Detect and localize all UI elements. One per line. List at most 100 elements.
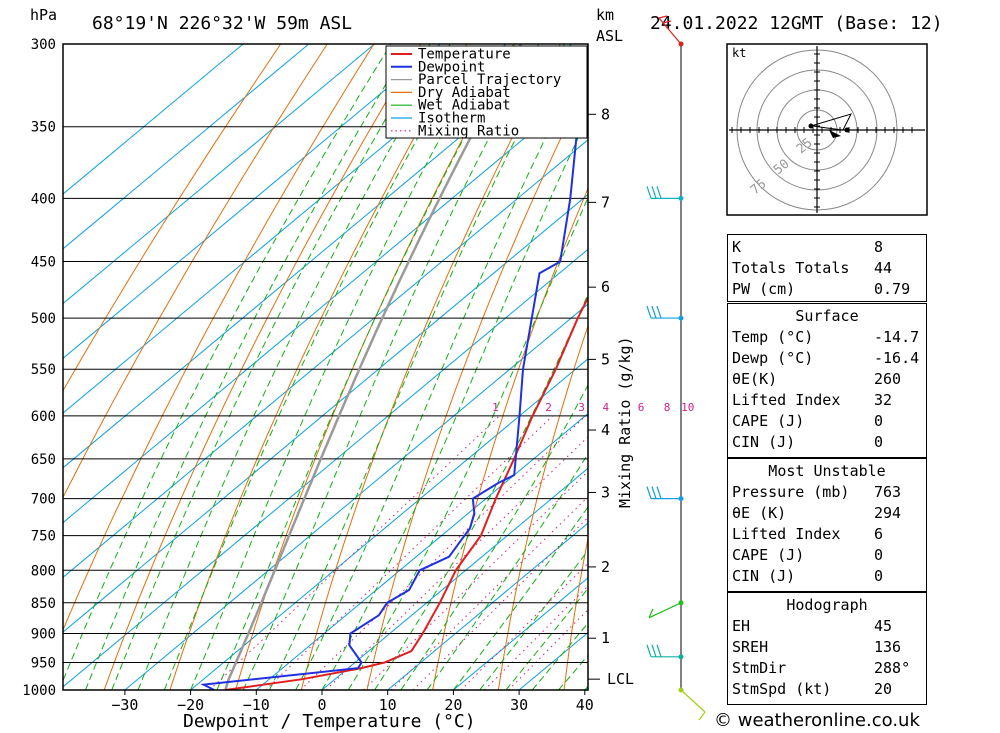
- dewpoint-line: [200, 57, 588, 690]
- mixing-ratio-label: 8: [664, 401, 671, 414]
- asl-label: ASL: [596, 27, 623, 45]
- barb-segment: [646, 186, 681, 199]
- x-tick-label: −10: [243, 696, 270, 714]
- pressure-tick-label: 400: [31, 191, 56, 207]
- index-pw-label: PW (cm): [732, 280, 796, 298]
- legend-entry: Isotherm: [418, 111, 485, 127]
- mixing-ratio-line: [363, 470, 588, 690]
- profiles: [200, 44, 588, 690]
- x-tick-label: 40: [576, 696, 594, 714]
- mixing-ratio-line: [300, 415, 586, 690]
- km-tick-label: 2: [601, 558, 610, 576]
- surface-title: Surface: [795, 307, 859, 325]
- km-tick-label: 6: [601, 278, 610, 296]
- wet-adiabat-line: [85, 44, 411, 690]
- mu-pressure-label: Pressure (mb): [732, 483, 850, 501]
- mixing-ratio-line: [209, 415, 500, 690]
- x-tick-label: −20: [177, 696, 204, 714]
- wet-adiabat-line: [216, 44, 516, 690]
- barb-segment: [646, 305, 681, 319]
- mixing-ratio-line: [265, 415, 553, 690]
- surface-dewp-label: Dewp (°C): [732, 349, 814, 367]
- mu-thetae-label: θE (K): [732, 504, 787, 522]
- dry-adiabat-line: [563, 536, 588, 690]
- mixing-ratio-label: 2: [545, 401, 552, 414]
- x-tick-label: 10: [379, 696, 397, 714]
- hodograph-panel: Hodograph EH 45 SREH 136 StmDir 288° StmSpd…: [727, 592, 927, 705]
- isotherm-line: [63, 44, 507, 414]
- mu-thetae-value: 294: [874, 504, 902, 522]
- isotherm-line: [190, 358, 588, 690]
- hodograph-point: [808, 123, 814, 129]
- surface-temp-label: Temp (°C): [732, 328, 814, 346]
- index-k-value: 8: [874, 238, 884, 256]
- pressure-tick-label: 900: [31, 627, 56, 643]
- km-tick-label: 5: [601, 350, 610, 368]
- surface-li-value: 32: [874, 391, 893, 409]
- wind-profile: [646, 15, 706, 721]
- surface-li-label: Lifted Index: [732, 391, 841, 409]
- barb-segment: [658, 15, 682, 45]
- isotherm-line: [255, 412, 588, 690]
- mixing-ratio-label: 10: [681, 401, 694, 414]
- wet-adiabat-line: [268, 44, 565, 690]
- isotherm-line: [63, 44, 375, 305]
- wind-barb: [648, 602, 682, 619]
- pressure-tick-label: 700: [31, 492, 56, 508]
- surface-cape-label: CAPE (J): [732, 412, 805, 430]
- location-title: 68°19'N 226°32'W 59m ASL: [92, 13, 352, 34]
- parcel-trajectory-line: [224, 44, 523, 690]
- isotherm-line: [63, 44, 572, 469]
- wet-adiabat-line: [374, 292, 588, 690]
- pressure-tick-label: 550: [31, 362, 56, 378]
- wet-adiabat-line: [400, 383, 588, 690]
- hodo-stmspd-label: StmSpd (kt): [732, 680, 832, 698]
- hodo-sreh-value: 136: [874, 638, 902, 656]
- hodograph-point: [844, 127, 850, 133]
- legend-entry: Parcel Trajectory: [418, 72, 561, 88]
- pressure-tick-label: 450: [31, 255, 56, 271]
- wet-adiabat-line: [63, 44, 392, 682]
- barb-segment: [646, 486, 681, 500]
- most-unstable-panel: Most Unstable Pressure (mb) 763 θE (K) 294…: [727, 458, 927, 592]
- temperature-line: [225, 295, 588, 690]
- x-tick-label: 30: [510, 696, 528, 714]
- wet-adiabat-line: [242, 44, 540, 690]
- isotherm-line: [453, 577, 588, 690]
- credit-link[interactable]: © weatheronline.co.uk: [714, 710, 920, 731]
- km-label: km: [596, 6, 614, 24]
- storm-motion-arrow: [829, 130, 841, 138]
- hodograph-trace: [810, 113, 852, 131]
- isotherm-line: [63, 84, 588, 524]
- x-axis-label: Dewpoint / Temperature (°C): [183, 711, 476, 732]
- surface-panel: Surface Temp (°C) -14.7 Dewp (°C) -16.4 θE…: [727, 303, 927, 458]
- pressure-tick-label: 850: [31, 596, 56, 612]
- mu-cape-label: CAPE (J): [732, 546, 805, 564]
- dry-adiabat-line: [63, 44, 282, 392]
- hodograph-unit: kt: [732, 46, 746, 60]
- surface-cin-label: CIN (J): [732, 433, 796, 451]
- plot-frame: [62, 43, 589, 691]
- isotherm-line: [387, 522, 588, 690]
- legend-entry: Temperature: [418, 47, 511, 63]
- dry-adiabat-line: [497, 324, 588, 690]
- barb-segment: [648, 602, 682, 619]
- mu-cape-value: 0: [874, 546, 884, 564]
- indices-general-panel: K 8 Totals Totals 44 PW (cm) 0.79: [727, 234, 927, 302]
- legend-entry: Mixing Ratio: [418, 123, 519, 139]
- mu-pressure-value: 763: [874, 483, 902, 501]
- x-tick-label: −30: [111, 696, 138, 714]
- hodograph-title: Hodograph: [786, 596, 868, 614]
- wind-barb: [680, 689, 706, 721]
- index-k-label: K: [732, 238, 742, 256]
- km-tick-label: 7: [601, 193, 610, 211]
- pressure-tick-label: 800: [31, 563, 56, 579]
- x-tick-label: 0: [317, 696, 326, 714]
- isotherm-line: [321, 467, 588, 690]
- x-tick-label: 20: [444, 696, 462, 714]
- isobars: [63, 43, 588, 691]
- hodo-stmdir-label: StmDir: [732, 659, 787, 677]
- surface-thetae-value: 260: [874, 370, 902, 388]
